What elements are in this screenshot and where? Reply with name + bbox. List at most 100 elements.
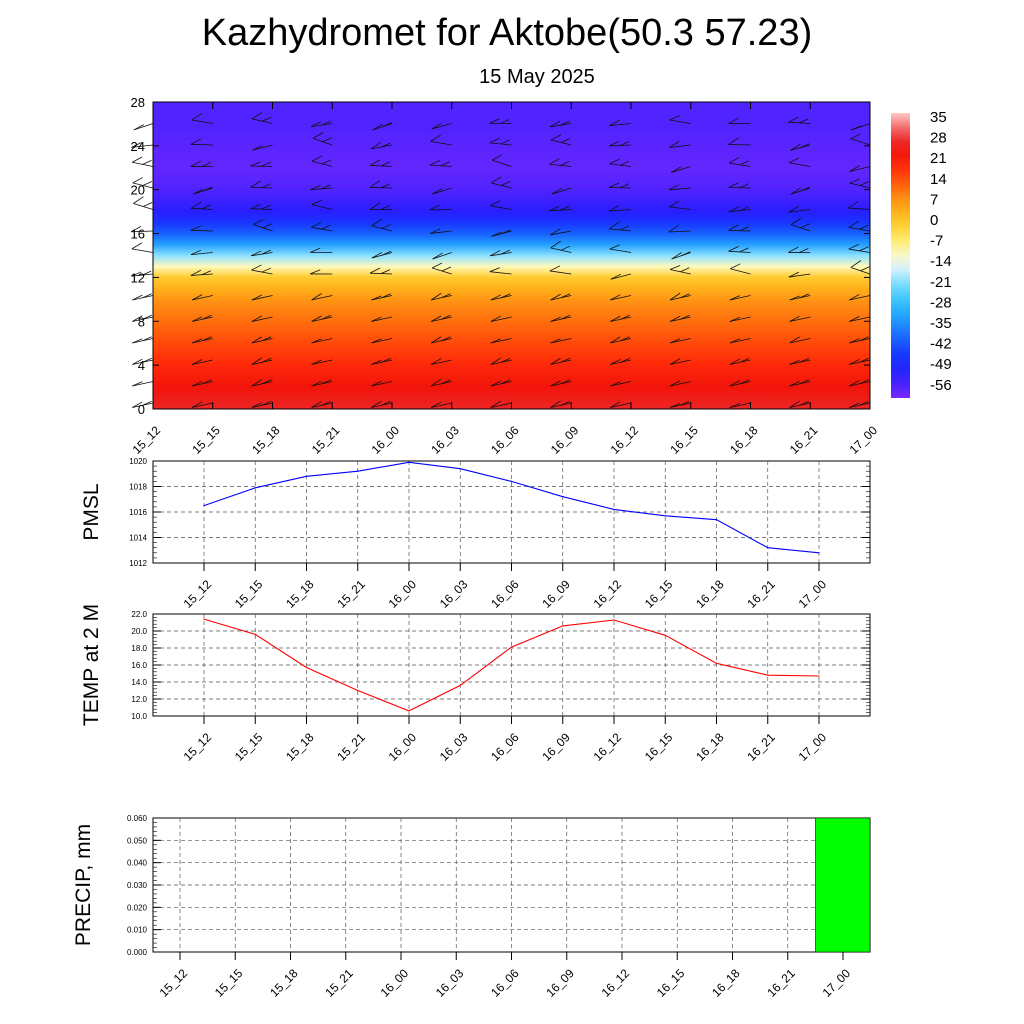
- pmsl-x-tick-label: 16_18: [693, 577, 727, 611]
- wind-barb: [551, 187, 572, 195]
- heatmap-x-tick-label: 16_21: [787, 423, 821, 457]
- pmsl-point: [664, 515, 666, 517]
- wind-barb: [729, 316, 751, 322]
- wind-barb: [371, 338, 393, 344]
- colorbar-label: -42: [930, 336, 952, 353]
- wind-barb: [190, 225, 213, 232]
- wind-barb: [490, 379, 512, 387]
- wind-barb: [253, 219, 273, 232]
- wind-barb: [251, 336, 273, 344]
- temp-point: [459, 684, 461, 687]
- pmsl-y-tick-label: 1016: [129, 508, 147, 517]
- wind-barb: [490, 357, 512, 365]
- wind-barb: [132, 357, 154, 365]
- colorbar-label: -21: [930, 274, 952, 291]
- wind-barb: [251, 379, 273, 387]
- wind-barb: [130, 226, 154, 233]
- heatmap-y-tick-label: 0: [138, 402, 145, 417]
- wind-barb: [728, 224, 751, 232]
- wind-barb: [371, 400, 393, 408]
- wind-barb: [311, 379, 333, 387]
- page-subtitle: 15 May 2025: [479, 66, 595, 88]
- wind-barb: [133, 196, 154, 210]
- temp-2m-chart: 10.0 12.0 14.0 16.0 18.0 20.0 22.0 15_12 15_15 15…: [80, 604, 871, 764]
- heatmap-x-tick-label: 16_09: [548, 423, 582, 457]
- temp-x-tick-label: 15_15: [232, 730, 266, 764]
- wind-barb: [193, 186, 213, 195]
- wind-barb: [190, 201, 213, 210]
- pmsl-y-tick-label: 1014: [129, 534, 147, 543]
- wind-barb: [191, 401, 213, 408]
- wind-barb: [429, 228, 452, 234]
- wind-barb: [310, 269, 333, 275]
- wind-barb: [311, 155, 333, 167]
- wind-barb: [431, 262, 452, 275]
- wind-barb: [729, 156, 751, 167]
- wind-barb: [369, 180, 393, 189]
- wind-barb: [490, 249, 512, 257]
- heatmap-x-tick-label: 17_00: [847, 423, 881, 457]
- heatmap-y-tick-label: 16: [131, 227, 145, 242]
- precip-y-tick-label: 0.010: [127, 926, 148, 935]
- temp-x-tick-label: 17_00: [796, 730, 830, 764]
- wind-barb: [550, 293, 572, 301]
- wind-barb: [372, 122, 393, 131]
- wind-barb: [668, 200, 691, 210]
- temp-point: [562, 625, 564, 627]
- wind-barb: [549, 265, 572, 275]
- wind-barb: [610, 314, 632, 322]
- heatmap-y-tick-label: 20: [131, 183, 145, 198]
- temp-point: [305, 666, 308, 669]
- heatmap-x-tick-label: 15_12: [130, 423, 164, 457]
- wind-barb: [191, 294, 213, 301]
- wind-barb: [788, 157, 811, 167]
- wind-barb: [432, 252, 452, 260]
- wind-barb: [550, 228, 572, 236]
- wind-barb: [669, 358, 691, 365]
- wind-barb: [371, 380, 393, 387]
- wind-barb: [609, 244, 632, 253]
- wind-barb: [849, 165, 871, 172]
- pmsl-x-tick-label: 15_21: [334, 577, 368, 611]
- temperature-field: [153, 102, 870, 409]
- precip-x-tick-label: 16_09: [543, 966, 577, 1000]
- heatmap-x-tick-label: 15_21: [309, 423, 343, 457]
- heatmap-y-tick-label: 24: [131, 139, 145, 154]
- temp-x-tick-label: 16_03: [437, 730, 471, 764]
- pmsl-point: [715, 519, 718, 521]
- temp-x-tick-label: 16_18: [693, 730, 727, 764]
- pmsl-x-tick-label: 16_03: [437, 577, 471, 611]
- precip-x-tick-label: 16_06: [488, 966, 522, 1000]
- pmsl-x-tick-label: 16_12: [591, 577, 625, 611]
- colorbar-label: -49: [930, 356, 952, 373]
- wind-barb: [847, 201, 871, 210]
- precip-x-tick-label: 17_00: [820, 966, 854, 1000]
- pmsl-point: [818, 552, 820, 554]
- wind-barb: [550, 400, 572, 408]
- wind-barb: [489, 267, 512, 275]
- wind-barb: [668, 184, 691, 191]
- colorbar-ramp: [891, 113, 910, 398]
- precip-x-tick-label: 16_12: [599, 966, 633, 1000]
- wind-barb: [789, 293, 811, 301]
- wind-barb: [191, 359, 213, 365]
- precip-chart: 0.000 0.010 0.020 0.030 0.040 0.050 0.060 15_12…: [72, 814, 871, 1000]
- colorbar-label: -14: [930, 253, 952, 270]
- wind-barb: [251, 315, 273, 322]
- wind-barb: [311, 359, 333, 365]
- wind-barb: [550, 338, 572, 344]
- wind-barb: [849, 336, 871, 344]
- wind-barb: [429, 204, 452, 211]
- temp-point: [818, 675, 820, 677]
- wind-barb: [131, 242, 154, 253]
- wind-barb: [728, 245, 751, 253]
- wind-barb: [131, 270, 154, 277]
- heatmap-x-tick-label: 16_12: [608, 423, 642, 457]
- wind-barb: [610, 336, 632, 344]
- wind-barb: [728, 137, 751, 146]
- wind-barb: [549, 120, 572, 128]
- wind-barb: [729, 295, 751, 301]
- wind-barb: [550, 357, 572, 365]
- wind-barb: [250, 204, 273, 210]
- wind-barb: [730, 263, 751, 275]
